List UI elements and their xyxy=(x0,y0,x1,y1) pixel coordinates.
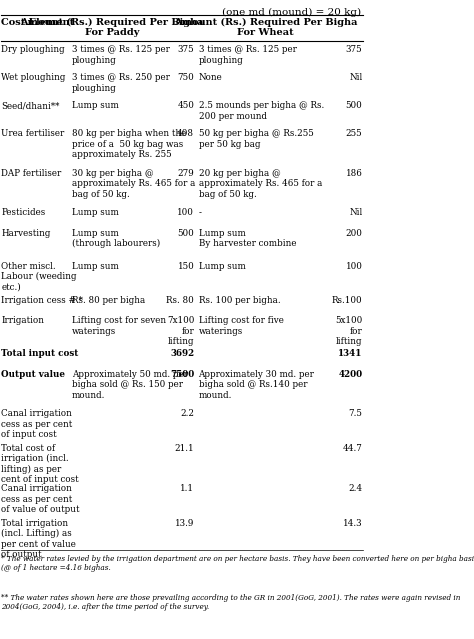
Text: 7x100
for
lifting: 7x100 for lifting xyxy=(167,316,194,346)
Text: 375: 375 xyxy=(346,45,362,54)
Text: Pesticides: Pesticides xyxy=(1,208,46,217)
Text: 408: 408 xyxy=(177,129,194,138)
Text: ** The water rates shown here are those prevailing according to the GR in 2001(G: ** The water rates shown here are those … xyxy=(1,594,461,612)
Text: 375: 375 xyxy=(178,45,194,54)
Text: 500: 500 xyxy=(177,229,194,238)
Text: Lifting cost for seven
waterings: Lifting cost for seven waterings xyxy=(72,316,166,335)
Text: 4200: 4200 xyxy=(338,370,362,379)
Text: 750: 750 xyxy=(177,73,194,82)
Text: Other miscl.
Labour (weeding
etc.): Other miscl. Labour (weeding etc.) xyxy=(1,261,77,291)
Text: Cost Element: Cost Element xyxy=(1,18,74,27)
Text: 100: 100 xyxy=(177,208,194,217)
Text: 200: 200 xyxy=(346,229,362,238)
Text: 13.9: 13.9 xyxy=(175,519,194,528)
Text: * The water rates levied by the irrigation department are on per hectare basis. : * The water rates levied by the irrigati… xyxy=(1,555,474,572)
Text: Urea fertiliser: Urea fertiliser xyxy=(1,129,64,138)
Text: 3 times @ Rs. 125 per
ploughing: 3 times @ Rs. 125 per ploughing xyxy=(72,45,170,65)
Text: Seed/dhani**: Seed/dhani** xyxy=(1,101,60,111)
Text: 3 times @ Rs. 125 per
ploughing: 3 times @ Rs. 125 per ploughing xyxy=(199,45,296,65)
Text: Total input cost: Total input cost xyxy=(1,350,79,358)
Text: DAP fertiliser: DAP fertiliser xyxy=(1,169,62,178)
Text: 44.7: 44.7 xyxy=(343,443,362,452)
Text: Wet ploughing: Wet ploughing xyxy=(1,73,66,82)
Text: 2.2: 2.2 xyxy=(180,409,194,418)
Text: 7.5: 7.5 xyxy=(348,409,362,418)
Text: Irrigation: Irrigation xyxy=(1,316,45,325)
Text: 100: 100 xyxy=(346,261,362,270)
Text: Lump sum: Lump sum xyxy=(72,208,119,217)
Text: Harvesting: Harvesting xyxy=(1,229,51,238)
Text: None: None xyxy=(199,73,222,82)
Text: Lump sum
(through labourers): Lump sum (through labourers) xyxy=(72,229,160,248)
Text: 2.5 mounds per bigha @ Rs.
200 per mound: 2.5 mounds per bigha @ Rs. 200 per mound xyxy=(199,101,324,121)
Text: 21.1: 21.1 xyxy=(174,443,194,452)
Text: Amount (Rs.) Required Per Bigha
For Wheat: Amount (Rs.) Required Per Bigha For Whea… xyxy=(173,18,357,38)
Text: 450: 450 xyxy=(177,101,194,111)
Text: Output value: Output value xyxy=(1,370,65,379)
Text: 150: 150 xyxy=(177,261,194,270)
Text: Canal irrigation
cess as per cent
of input cost: Canal irrigation cess as per cent of inp… xyxy=(1,409,73,439)
Text: Amount (Rs.) Required Per Bigha
For Paddy: Amount (Rs.) Required Per Bigha For Padd… xyxy=(20,18,203,38)
Text: Lump sum: Lump sum xyxy=(72,261,119,270)
Text: 20 kg per bigha @
approximately Rs. 465 for a
bag of 50 kg.: 20 kg per bigha @ approximately Rs. 465 … xyxy=(199,169,322,199)
Text: 50 kg per bigha @ Rs.255
per 50 kg bag: 50 kg per bigha @ Rs.255 per 50 kg bag xyxy=(199,129,313,149)
Text: 14.3: 14.3 xyxy=(343,519,362,528)
Text: Lump sum: Lump sum xyxy=(72,101,119,111)
Text: Canal irrigation
cess as per cent
of value of output: Canal irrigation cess as per cent of val… xyxy=(1,484,80,514)
Text: 3 times @ Rs. 250 per
ploughing: 3 times @ Rs. 250 per ploughing xyxy=(72,73,170,93)
Text: Nil: Nil xyxy=(349,208,362,217)
Text: Rs. 80 per bigha: Rs. 80 per bigha xyxy=(72,296,145,305)
Text: 30 kg per bigha @
approximately Rs. 465 for a
bag of 50 kg.: 30 kg per bigha @ approximately Rs. 465 … xyxy=(72,169,195,199)
Text: Lump sum
By harvester combine: Lump sum By harvester combine xyxy=(199,229,296,248)
Text: Approximately 30 md. per
bigha sold @ Rs.140 per
mound.: Approximately 30 md. per bigha sold @ Rs… xyxy=(199,370,314,399)
Text: Dry ploughing: Dry ploughing xyxy=(1,45,65,54)
Text: Approximately 50 md. per
bigha sold @ Rs. 150 per
mound.: Approximately 50 md. per bigha sold @ Rs… xyxy=(72,370,188,399)
Text: Irrigation cess # *: Irrigation cess # * xyxy=(1,296,83,305)
Text: -: - xyxy=(199,208,201,217)
Text: 186: 186 xyxy=(346,169,362,178)
Text: 80 kg per bigha when the
price of a  50 kg bag was
approximately Rs. 255: 80 kg per bigha when the price of a 50 k… xyxy=(72,129,186,159)
Text: Total irrigation
(incl. Lifting) as
per cent of value
of output: Total irrigation (incl. Lifting) as per … xyxy=(1,519,76,559)
Text: 3692: 3692 xyxy=(170,350,194,358)
Text: Rs. 100 per bigha.: Rs. 100 per bigha. xyxy=(199,296,280,305)
Text: (one md (mound) = 20 kg): (one md (mound) = 20 kg) xyxy=(222,8,361,17)
Text: Rs. 80: Rs. 80 xyxy=(166,296,194,305)
Text: Nil: Nil xyxy=(349,73,362,82)
Text: Lump sum: Lump sum xyxy=(199,261,246,270)
Text: Lifting cost for five
waterings: Lifting cost for five waterings xyxy=(199,316,283,335)
Text: 7500: 7500 xyxy=(170,370,194,379)
Text: Total cost of
irrigation (incl.
lifting) as per
cent of input cost: Total cost of irrigation (incl. lifting)… xyxy=(1,443,79,484)
Text: 279: 279 xyxy=(177,169,194,178)
Text: 2.4: 2.4 xyxy=(348,484,362,493)
Text: Rs.100: Rs.100 xyxy=(332,296,362,305)
Text: 1.1: 1.1 xyxy=(180,484,194,493)
Text: 1341: 1341 xyxy=(338,350,362,358)
Text: 500: 500 xyxy=(346,101,362,111)
Text: 255: 255 xyxy=(346,129,362,138)
Text: 5x100
for
lifting: 5x100 for lifting xyxy=(335,316,362,346)
